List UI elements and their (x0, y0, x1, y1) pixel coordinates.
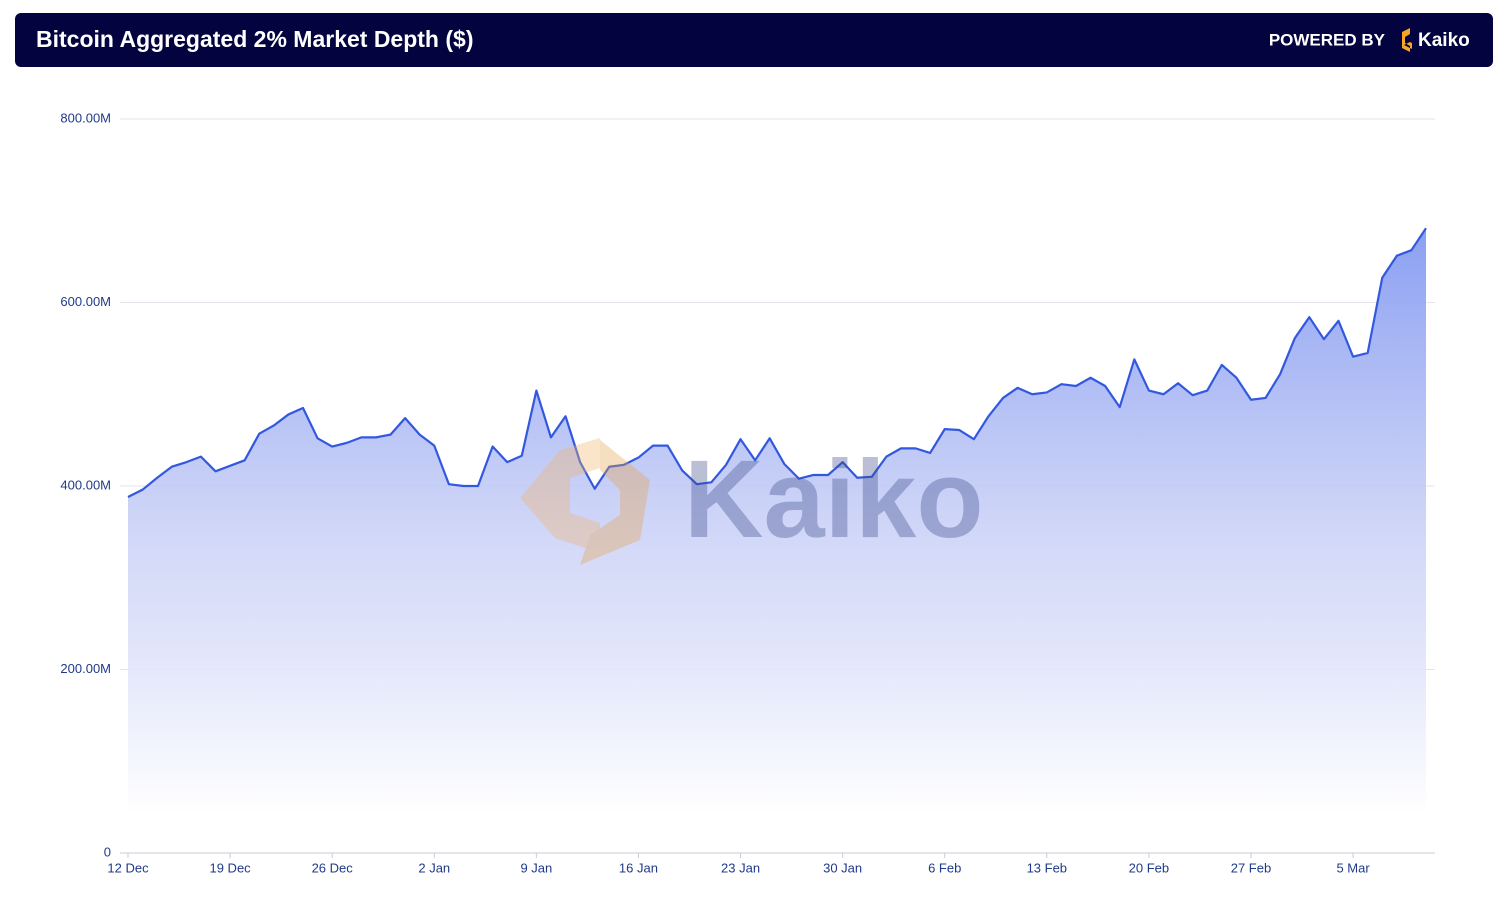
y-tick-label: 0 (104, 844, 111, 859)
x-tick-label: 26 Dec (312, 860, 354, 875)
x-tick-label: 9 Jan (520, 860, 552, 875)
line (127, 227, 1427, 498)
x-tick-label: 5 Mar (1336, 860, 1370, 875)
x-tick-label: 2 Jan (418, 860, 450, 875)
powered-by: POWERED BY (1269, 30, 1386, 49)
x-tick-label: 20 Feb (1129, 860, 1169, 875)
x-tick-label: 27 Feb (1231, 860, 1271, 875)
x-tick-label: 12 Dec (107, 860, 149, 875)
chart-title: Bitcoin Aggregated 2% Market Depth ($) (36, 26, 473, 52)
x-tick-label: 6 Feb (928, 860, 961, 875)
y-tick-label: 400.00M (60, 477, 111, 492)
area-fill (128, 228, 1426, 813)
x-tick-label: 19 Dec (209, 860, 251, 875)
y-tick-label: 600.00M (60, 294, 111, 309)
brand-name: Kaiko (1418, 30, 1470, 51)
x-tick-label: 30 Jan (823, 860, 862, 875)
watermark-text: Kaiko (684, 438, 984, 561)
plot: 0 200.00M 400.00M 600.00M 800.00M 12 Dec 19 De… (60, 110, 1435, 875)
watermark-logo (520, 438, 600, 553)
x-tick-label: 23 Jan (721, 860, 760, 875)
x-tick-label: 16 Jan (619, 860, 658, 875)
watermark: Kaiko (520, 438, 984, 565)
header-bar (15, 13, 1493, 67)
x-tick-label: 13 Feb (1027, 860, 1067, 875)
y-tick-label: 800.00M (60, 110, 111, 125)
y-tick-label: 200.00M (60, 661, 111, 676)
brand-logo (1402, 28, 1412, 52)
watermark-logo (580, 440, 650, 565)
